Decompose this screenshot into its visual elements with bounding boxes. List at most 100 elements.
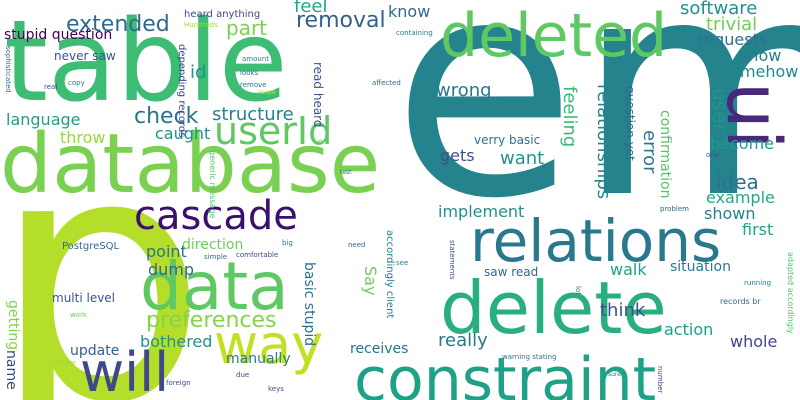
word: structure bbox=[212, 104, 294, 125]
word: cascade bbox=[134, 193, 298, 239]
word: data bbox=[140, 248, 289, 325]
word: Somehow bbox=[720, 62, 799, 81]
word: simple bbox=[204, 253, 228, 261]
word: ui bbox=[710, 82, 796, 150]
word: userId bbox=[214, 109, 333, 153]
word: shown bbox=[704, 204, 756, 223]
word: depending records bbox=[176, 44, 187, 138]
word: id bbox=[190, 62, 207, 83]
word: running bbox=[744, 279, 772, 287]
word: way bbox=[214, 313, 324, 376]
word: Say bbox=[361, 266, 380, 296]
word: caught bbox=[155, 124, 211, 143]
word: stupid question bbox=[4, 27, 113, 43]
word: know bbox=[388, 2, 431, 21]
word: language bbox=[6, 110, 81, 129]
word: removal bbox=[296, 8, 386, 33]
word: heard anything bbox=[184, 9, 261, 20]
word: want bbox=[500, 148, 545, 169]
word: software bbox=[680, 0, 758, 19]
word: copy bbox=[68, 79, 85, 87]
word: walk bbox=[610, 260, 647, 279]
word: delete bbox=[440, 266, 667, 350]
word: confirmation bbox=[657, 110, 673, 199]
word: wrong bbox=[436, 80, 492, 101]
word: verry basic bbox=[474, 133, 541, 147]
word: test bbox=[340, 169, 352, 176]
word: basic stupid bbox=[301, 262, 317, 347]
word: comfortable bbox=[236, 251, 279, 259]
word: PostgreSQL bbox=[62, 241, 120, 252]
word: saw read bbox=[484, 265, 539, 279]
word: action bbox=[664, 320, 714, 339]
word: point bbox=[146, 242, 187, 261]
word: direction bbox=[182, 237, 244, 253]
word: records br bbox=[720, 297, 761, 306]
word: scope bbox=[258, 89, 276, 96]
word: work bbox=[70, 311, 87, 319]
word: question yet bbox=[623, 86, 637, 161]
word: looks bbox=[240, 69, 259, 77]
word: one bbox=[706, 151, 720, 159]
word: really bbox=[438, 330, 488, 351]
word: sophisticated bbox=[4, 46, 12, 93]
word: sure bbox=[608, 371, 621, 378]
word: think bbox=[600, 300, 646, 321]
word: adapted accordingly bbox=[786, 252, 795, 334]
word: preferences bbox=[146, 308, 277, 333]
word: whole bbox=[730, 332, 778, 351]
word: dump bbox=[148, 260, 195, 279]
word: table bbox=[4, 0, 288, 127]
word: implement bbox=[438, 202, 525, 221]
word: check bbox=[134, 104, 199, 129]
word: bothered bbox=[140, 332, 213, 351]
word: foreign bbox=[166, 379, 191, 387]
word: constraint bbox=[354, 345, 657, 400]
word: gets bbox=[440, 146, 475, 165]
word: requests bbox=[698, 30, 768, 49]
word: affected bbox=[372, 79, 401, 87]
word: lot bbox=[574, 286, 582, 295]
word: number bbox=[656, 366, 664, 394]
word: idea bbox=[716, 170, 759, 194]
word: throw bbox=[60, 128, 106, 147]
word: keys bbox=[268, 385, 284, 393]
word: user bbox=[708, 88, 732, 132]
word: manually bbox=[226, 351, 291, 367]
word: update bbox=[70, 343, 120, 359]
word: Another bbox=[48, 359, 76, 367]
word: statements bbox=[448, 240, 456, 280]
word: first bbox=[742, 220, 774, 239]
word: become bbox=[710, 134, 775, 153]
word: name bbox=[3, 350, 19, 390]
word: generic message bbox=[208, 150, 217, 219]
word: never saw bbox=[54, 49, 116, 63]
word: receives bbox=[350, 341, 409, 357]
word: extended bbox=[66, 12, 170, 37]
word: will bbox=[80, 341, 170, 400]
word: Hundreds bbox=[184, 21, 218, 29]
word: multi level bbox=[52, 291, 116, 305]
word: trivial bbox=[706, 14, 758, 35]
word: getting bbox=[5, 300, 21, 351]
word: relationships bbox=[593, 84, 614, 200]
word: due bbox=[236, 371, 250, 379]
word: feeling bbox=[559, 86, 580, 148]
word: situation bbox=[670, 259, 731, 275]
word: big bbox=[282, 239, 293, 247]
word: o bbox=[318, 137, 323, 146]
word: real bbox=[44, 83, 58, 91]
word: feel bbox=[294, 0, 328, 17]
word: warning stating bbox=[502, 353, 557, 361]
word: show bbox=[740, 46, 782, 65]
word: problem bbox=[660, 205, 689, 213]
word: containing bbox=[396, 29, 433, 37]
word: remove bbox=[240, 81, 267, 89]
word: deleted bbox=[440, 1, 668, 71]
word: example bbox=[706, 188, 775, 207]
word: relations bbox=[470, 207, 722, 275]
word: see bbox=[396, 259, 409, 267]
word: em bbox=[392, 0, 800, 264]
word: accordingly client bbox=[384, 230, 395, 319]
